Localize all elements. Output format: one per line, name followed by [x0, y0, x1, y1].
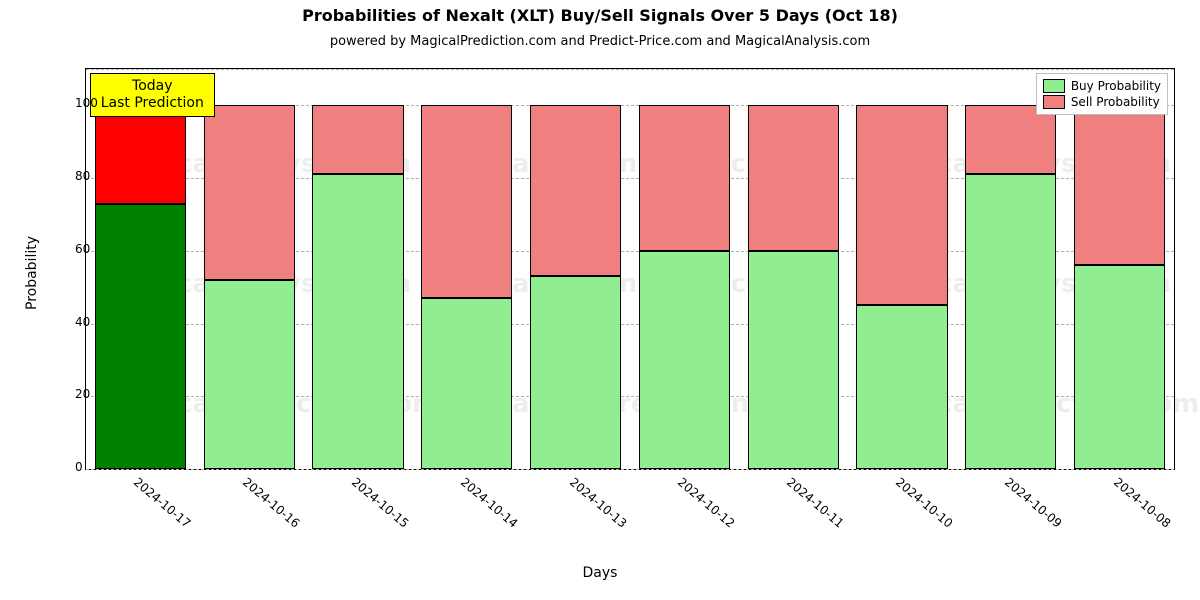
- xtick-label: 2024-10-08: [1111, 475, 1173, 531]
- bar-buy: [95, 204, 186, 469]
- y-axis-label: Probability: [24, 236, 40, 310]
- xtick-label: 2024-10-11: [784, 475, 846, 531]
- bar-sell: [421, 105, 512, 298]
- bar-buy: [856, 305, 947, 469]
- bar-sell: [312, 105, 403, 174]
- chart-subtitle: powered by MagicalPrediction.com and Pre…: [0, 34, 1200, 49]
- today-annotation-line: Today: [101, 78, 204, 95]
- bar-sell: [856, 105, 947, 305]
- legend-item: Buy Probability: [1043, 78, 1161, 94]
- legend: Buy Probability Sell Probability: [1036, 73, 1168, 115]
- chart-figure: Probabilities of Nexalt (XLT) Buy/Sell S…: [0, 0, 1200, 600]
- chart-title: Probabilities of Nexalt (XLT) Buy/Sell S…: [0, 6, 1200, 25]
- xtick-label: 2024-10-09: [1002, 475, 1064, 531]
- bar-sell: [965, 105, 1056, 174]
- bar-buy: [421, 298, 512, 469]
- xtick-label: 2024-10-10: [893, 475, 955, 531]
- legend-label: Sell Probability: [1071, 95, 1160, 109]
- legend-label: Buy Probability: [1071, 79, 1161, 93]
- bar-sell: [530, 105, 621, 276]
- legend-swatch: [1043, 95, 1065, 109]
- x-axis-label: Days: [0, 565, 1200, 581]
- legend-swatch: [1043, 79, 1065, 93]
- xtick-label: 2024-10-14: [458, 475, 520, 531]
- bar-sell: [95, 105, 186, 203]
- legend-item: Sell Probability: [1043, 94, 1161, 110]
- today-annotation: Today Last Prediction: [90, 73, 215, 117]
- xtick-label: 2024-10-13: [567, 475, 629, 531]
- bar-sell: [748, 105, 839, 250]
- bar-buy: [1074, 265, 1165, 469]
- xtick-label: 2024-10-15: [349, 475, 411, 531]
- bar-buy: [530, 276, 621, 469]
- bar-sell: [1074, 105, 1165, 265]
- bar-buy: [312, 174, 403, 469]
- bar-buy: [965, 174, 1056, 469]
- xtick-label: 2024-10-12: [675, 475, 737, 531]
- bar-sell: [204, 105, 295, 280]
- xtick-label: 2024-10-17: [131, 475, 193, 531]
- bar-sell: [639, 105, 730, 250]
- bar-buy: [748, 251, 839, 469]
- xtick-label: 2024-10-16: [240, 475, 302, 531]
- bar-buy: [639, 251, 730, 469]
- plot-area: MagicalAnalysis.com MagicalAnalysis.com …: [85, 68, 1175, 470]
- today-annotation-line: Last Prediction: [101, 95, 204, 112]
- bar-buy: [204, 280, 295, 469]
